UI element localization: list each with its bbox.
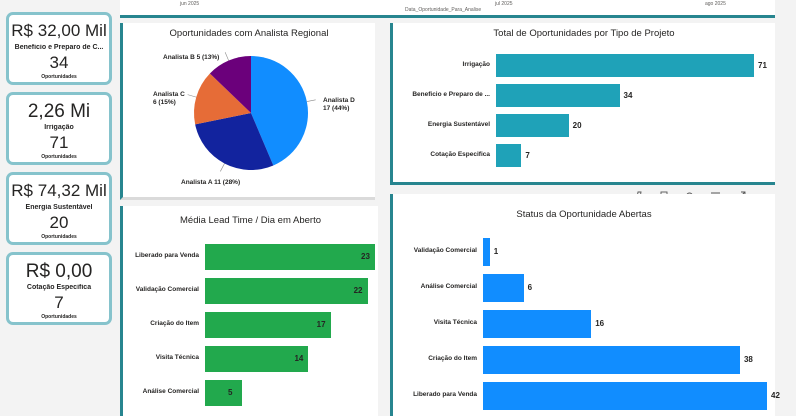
category-label: Liberado para Venda xyxy=(135,252,199,259)
bar[interactable] xyxy=(205,244,375,270)
kpi-label: Energia Sustentável xyxy=(25,204,93,211)
category-label: Liberado para Venda xyxy=(413,391,477,398)
category-label: Cotação Especifica xyxy=(430,150,490,158)
chart-title: Oportunidades com Analista Regional xyxy=(169,28,329,39)
data-label: 71 xyxy=(758,60,767,70)
kpi-card[interactable]: R$ 32,00 Mil Beneficio e Preparo de C...… xyxy=(6,12,112,85)
bar[interactable] xyxy=(483,346,740,374)
kpi-label: Beneficio e Preparo de C... xyxy=(14,44,104,51)
kpi-count: 34 xyxy=(49,53,69,72)
kpi-count: 71 xyxy=(49,133,69,152)
bar[interactable] xyxy=(205,346,309,372)
timeline-axis-label: Data_Oportunidade_Para_Analise xyxy=(405,7,482,13)
timeline-tick: jun 2025 xyxy=(180,1,200,7)
kpi-card[interactable]: R$ 0,00 Cotação Especifica 7 Oportunidad… xyxy=(6,252,112,325)
pie-leader-line xyxy=(306,99,316,102)
kpi-value: R$ 32,00 Mil xyxy=(11,21,107,40)
pie-leader-line xyxy=(220,163,225,172)
bar[interactable] xyxy=(496,84,620,107)
category-label: Visita Técnica xyxy=(155,354,199,361)
kpi-count: 20 xyxy=(49,213,69,232)
kpi-card[interactable]: R$ 74,32 Mil Energia Sustentável 20 Opor… xyxy=(6,172,112,245)
kpi-value: R$ 0,00 xyxy=(25,261,93,282)
kpi-card[interactable]: 2,26 Mi Irrigação 71 Oportunidades xyxy=(6,92,112,165)
data-label: 34 xyxy=(623,90,633,100)
category-label: Criação do Item xyxy=(150,320,199,327)
pie-chart xyxy=(187,52,316,172)
category-label: Energia Sustentável xyxy=(427,120,490,128)
category-label: Validação Comercial xyxy=(135,286,199,293)
timeline-tick: ago 2025 xyxy=(705,1,726,7)
pie-label-c: Analista C 6 (15%) xyxy=(153,91,185,106)
pie-slice-analista-d[interactable] xyxy=(251,56,308,166)
category-label: Beneficio e Preparo de ... xyxy=(412,90,490,98)
pie-label-a: Analista A 11 (28%) xyxy=(181,179,241,186)
bar[interactable] xyxy=(483,310,592,338)
data-label: 22 xyxy=(353,286,363,295)
kpi-count: 7 xyxy=(54,293,64,312)
category-label: Análise Comercial xyxy=(142,388,199,395)
project-type-chart-panel[interactable]: Total de Oportunidades por Tipo de Proje… xyxy=(390,23,775,185)
pie-leader-line xyxy=(224,52,229,61)
bar[interactable] xyxy=(483,238,490,266)
pie-slice-analista-c[interactable] xyxy=(194,73,251,125)
kpi-label: Irrigação xyxy=(44,124,74,131)
data-label: 1 xyxy=(493,247,499,256)
data-label: 23 xyxy=(361,252,370,261)
pie-slice-analista-b[interactable] xyxy=(209,56,251,113)
data-label: 38 xyxy=(743,355,753,364)
chart-title: Status da Oportunidade Abertas xyxy=(516,209,652,220)
bar[interactable] xyxy=(496,144,522,167)
pie-label-b: Analista B 5 (13%) xyxy=(163,54,220,61)
status-chart-panel[interactable]: Status da Oportunidade Abertas Validação… xyxy=(390,194,780,416)
category-label: Análise Comercial xyxy=(420,283,477,290)
kpi-sub: Oportunidades xyxy=(41,154,77,160)
category-label: Criação do Item xyxy=(428,355,477,362)
data-label: 42 xyxy=(771,391,780,400)
data-label: 17 xyxy=(316,320,326,329)
kpi-sub: Oportunidades xyxy=(41,74,77,80)
data-label: 5 xyxy=(227,388,233,397)
bar[interactable] xyxy=(496,114,569,137)
category-label: Visita Técnica xyxy=(433,319,477,326)
bar[interactable] xyxy=(205,278,368,304)
data-label: 6 xyxy=(527,283,533,292)
pie-slice-analista-a[interactable] xyxy=(195,113,274,170)
kpi-sub: Oportunidades xyxy=(41,314,77,320)
category-label: Irrigação xyxy=(462,60,490,68)
data-label: 7 xyxy=(525,150,530,160)
chart-title: Média Lead Time / Dia em Aberto xyxy=(180,215,321,226)
lead-time-chart-panel[interactable]: Média Lead Time / Dia em Aberto Liberado… xyxy=(120,206,378,416)
kpi-sub: Oportunidades xyxy=(41,234,77,240)
data-label: 16 xyxy=(595,319,605,328)
pie-leader-line xyxy=(187,94,197,98)
bar[interactable] xyxy=(483,382,767,410)
timeline-tick: jul 2025 xyxy=(495,1,513,7)
bar[interactable] xyxy=(205,380,242,406)
category-label: Validação Comercial xyxy=(413,247,477,254)
kpi-value: 2,26 Mi xyxy=(27,101,91,122)
pie-label-d: Analista D 17 (44%) xyxy=(323,97,355,112)
data-label: 14 xyxy=(294,354,304,363)
data-label: 20 xyxy=(572,120,582,130)
bar[interactable] xyxy=(205,312,331,338)
chart-title: Total de Oportunidades por Tipo de Proje… xyxy=(493,28,675,39)
bar[interactable] xyxy=(483,274,524,302)
pie-chart-panel[interactable]: Oportunidades com Analista Regional Anal… xyxy=(120,23,375,200)
timeline-panel: jun 2025 jul 2025 ago 2025 Data_Oportuni… xyxy=(120,0,775,18)
kpi-label: Cotação Especifica xyxy=(26,284,92,291)
bar[interactable] xyxy=(496,54,754,77)
kpi-value: R$ 74,32 Mil xyxy=(11,181,107,200)
